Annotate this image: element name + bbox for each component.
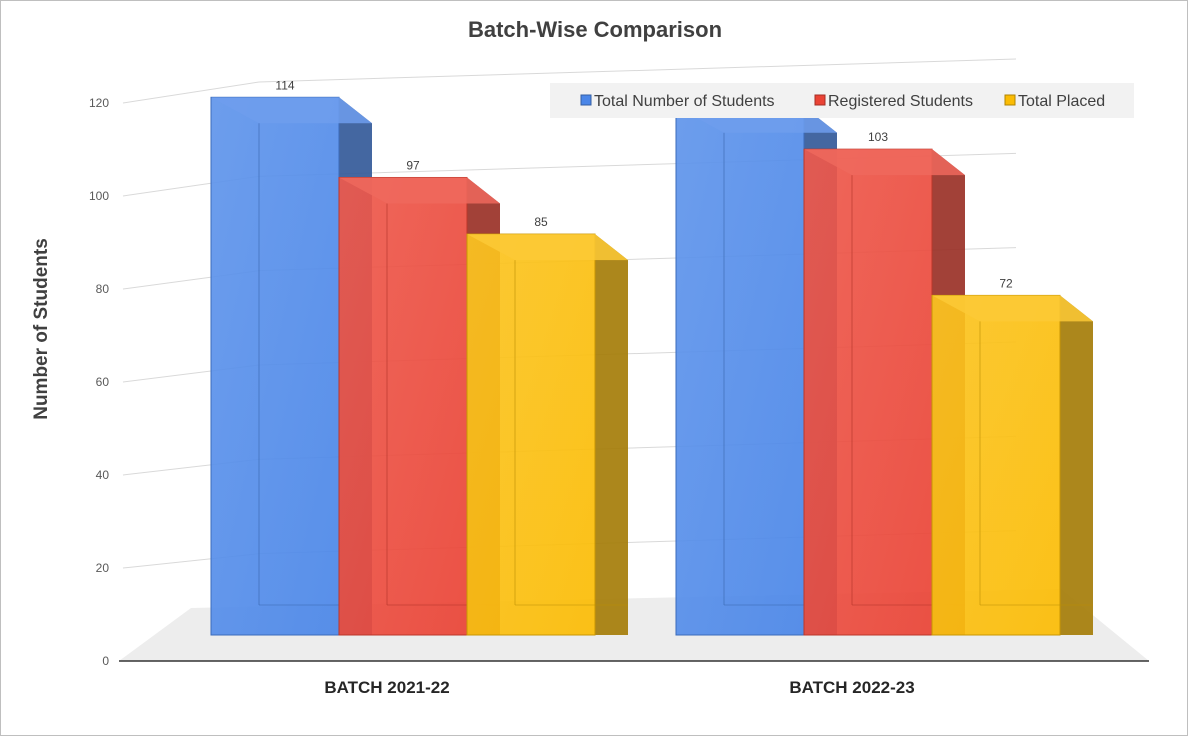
legend-label: Total Placed bbox=[1018, 93, 1105, 110]
legend-label: Total Number of Students bbox=[594, 93, 775, 110]
data-label: 85 bbox=[534, 215, 548, 229]
legend-swatch bbox=[580, 94, 592, 106]
bar bbox=[466, 233, 628, 636]
bar-front bbox=[675, 106, 805, 636]
y-tick-label: 60 bbox=[96, 375, 110, 389]
bars: 114978511210372 bbox=[210, 78, 1093, 636]
legend-item: Total Placed bbox=[1004, 93, 1105, 110]
bar-front bbox=[210, 96, 340, 636]
y-axis-label: Number of Students bbox=[31, 238, 52, 420]
legend-item: Total Number of Students bbox=[580, 93, 775, 110]
y-tick-label: 40 bbox=[96, 468, 110, 482]
chart-title: Batch-Wise Comparison bbox=[468, 17, 722, 42]
bar bbox=[931, 294, 1093, 636]
y-tick-label: 20 bbox=[96, 561, 110, 575]
y-tick-label: 80 bbox=[96, 282, 110, 296]
legend-label: Registered Students bbox=[828, 93, 973, 110]
bar-front bbox=[338, 176, 468, 636]
category-label: BATCH 2022-23 bbox=[789, 678, 914, 697]
bar-front bbox=[466, 233, 596, 636]
bar-side bbox=[595, 234, 628, 636]
bar-top bbox=[339, 177, 500, 204]
y-tick-label: 120 bbox=[89, 96, 109, 110]
data-label: 103 bbox=[868, 130, 888, 144]
bar-top bbox=[932, 295, 1093, 322]
bar-front bbox=[803, 148, 933, 636]
legend-swatch bbox=[814, 94, 826, 106]
y-axis-ticks: 0 20 40 60 80 100 120 bbox=[89, 96, 109, 668]
bar-top bbox=[467, 234, 628, 261]
data-label: 97 bbox=[406, 158, 420, 172]
bar-top bbox=[211, 97, 372, 124]
legend-swatch bbox=[1004, 94, 1016, 106]
category-labels: BATCH 2021-22 BATCH 2022-23 bbox=[324, 678, 914, 697]
bar-side bbox=[1060, 295, 1093, 635]
data-label: 114 bbox=[275, 78, 294, 92]
bar-top bbox=[804, 149, 965, 176]
y-tick-label: 0 bbox=[102, 654, 109, 668]
legend: Total Number of Students Registered Stude… bbox=[550, 83, 1134, 118]
legend-item: Registered Students bbox=[814, 93, 973, 110]
gridline bbox=[258, 58, 1017, 83]
legend-background bbox=[550, 83, 1134, 118]
gridline-diagonal bbox=[122, 81, 260, 104]
y-tick-label: 100 bbox=[89, 189, 109, 203]
category-label: BATCH 2021-22 bbox=[324, 678, 449, 697]
data-label: 72 bbox=[999, 276, 1013, 290]
bar-front bbox=[931, 294, 1061, 636]
